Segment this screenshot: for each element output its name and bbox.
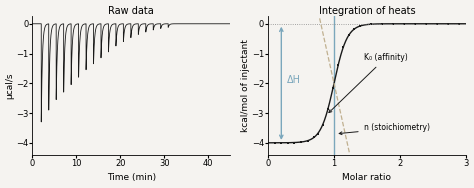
Text: ΔH: ΔH bbox=[287, 75, 301, 85]
Y-axis label: kcal/mol of injectant: kcal/mol of injectant bbox=[241, 39, 250, 132]
X-axis label: Molar ratio: Molar ratio bbox=[342, 174, 392, 182]
Text: K₀ (affinity): K₀ (affinity) bbox=[329, 54, 408, 113]
Y-axis label: μcal/s: μcal/s bbox=[6, 72, 15, 99]
Title: Raw data: Raw data bbox=[109, 6, 154, 16]
Text: n (stoichiometry): n (stoichiometry) bbox=[339, 124, 429, 135]
X-axis label: Time (min): Time (min) bbox=[107, 174, 156, 182]
Title: Integration of heats: Integration of heats bbox=[319, 6, 415, 16]
